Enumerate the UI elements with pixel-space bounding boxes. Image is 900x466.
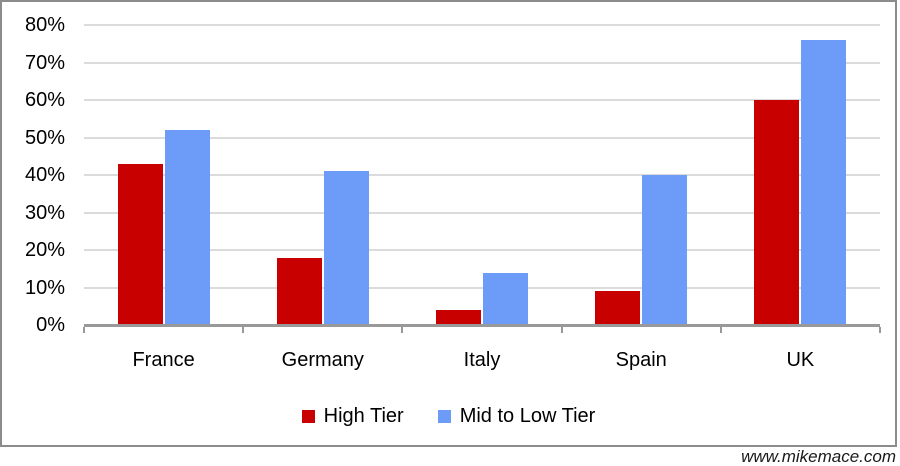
axis-tick: [401, 327, 404, 333]
gridline-30: [84, 211, 880, 214]
plot-area: [83, 24, 881, 333]
gridline-60: [84, 99, 880, 101]
category-group-uk: [721, 25, 880, 325]
y-axis-label-80: 80%: [24, 14, 65, 36]
axis-tick: [242, 327, 245, 333]
legend-swatch-icon: [301, 410, 315, 423]
y-axis-label-50: 50%: [24, 126, 65, 149]
x-axis-label-spain: Spain: [615, 349, 667, 371]
bar-mid-to-low-tier-germany: [323, 171, 369, 325]
legend-item-mid-to-low-tier: Mid to Low Tier: [437, 405, 596, 428]
x-axis-label-germany: Germany: [281, 349, 364, 371]
bar-high-tier-germany: [276, 257, 322, 325]
legend-item-high-tier: High Tier: [301, 405, 404, 428]
y-axis-label-20: 20%: [24, 239, 65, 261]
x-axis-label-france: France: [132, 349, 195, 371]
axis-tick: [719, 327, 722, 333]
axis-tick: [560, 327, 563, 333]
legend-label: High Tier: [323, 405, 404, 427]
x-axis-line: [84, 324, 880, 327]
legend-swatch-icon: [437, 410, 451, 423]
y-axis-label-30: 30%: [24, 201, 65, 224]
axis-tick: [879, 327, 881, 333]
watermark: www.mikemace.com: [741, 447, 896, 466]
bar-mid-to-low-tier-france: [164, 130, 210, 325]
bar-high-tier-italy: [435, 310, 481, 325]
category-group-italy: [402, 25, 561, 325]
gridline-40: [84, 174, 880, 176]
gridline-20: [84, 249, 880, 251]
y-axis-label-0: 0%: [36, 314, 65, 336]
legend: High Tier Mid to Low Tier: [2, 405, 895, 428]
axis-tick: [83, 327, 85, 333]
bar-mid-to-low-tier-uk: [801, 40, 847, 325]
category-group-spain: [562, 25, 721, 325]
x-axis-label-uk: UK: [786, 349, 815, 371]
bar-mid-to-low-tier-spain: [642, 175, 688, 325]
gridline-70: [84, 61, 880, 64]
gridline-50: [84, 136, 880, 139]
x-axis-label-italy: Italy: [463, 349, 501, 371]
gridline-80: [84, 24, 880, 26]
legend-label: Mid to Low Tier: [459, 405, 596, 427]
y-axis-label-60: 60%: [24, 89, 65, 111]
y-axis-label-70: 70%: [24, 51, 65, 74]
y-axis-label-10: 10%: [24, 276, 65, 299]
y-axis-label-40: 40%: [24, 164, 65, 186]
bar-high-tier-spain: [595, 291, 641, 325]
category-group-germany: [243, 25, 402, 325]
bar-mid-to-low-tier-italy: [482, 272, 528, 325]
bar-high-tier-france: [117, 163, 163, 325]
chart-frame: 0% 10% 20% 30% 40% 50% 60% 70% 80% France Germany…: [0, 0, 897, 447]
gridline-10: [84, 286, 880, 289]
category-group-france: [84, 25, 243, 325]
bar-high-tier-uk: [754, 100, 800, 325]
